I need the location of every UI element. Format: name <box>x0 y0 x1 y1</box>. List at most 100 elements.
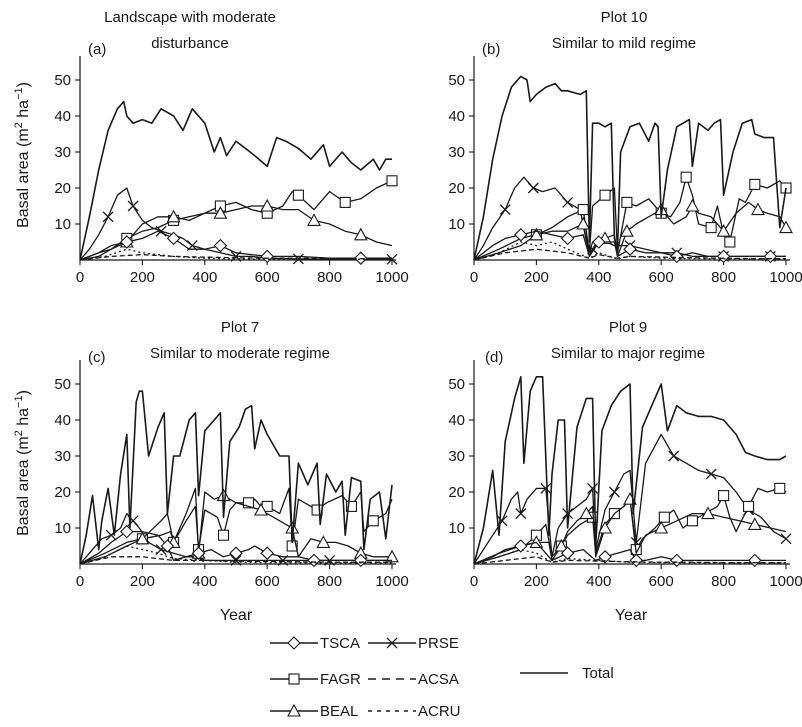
series-prse-marker <box>608 486 621 498</box>
panel-a-title-line2: disturbance <box>151 35 229 52</box>
panel-d-title-line2: Similar to major regime <box>551 345 705 362</box>
legend-label-fagr: FAGR <box>320 671 361 688</box>
y-tick-label: 50 <box>448 72 465 89</box>
y-tick-label: 10 <box>54 216 71 233</box>
series-beal-line <box>79 487 392 565</box>
series-fagr-marker <box>367 515 379 527</box>
x-tick-label: 0 <box>470 573 478 590</box>
y-tick-label: 50 <box>54 376 71 393</box>
x-tick-label: 0 <box>76 573 84 590</box>
legend-item-tsca: TSCA <box>270 635 360 652</box>
series-fagr-marker <box>311 504 323 516</box>
legend-item-prse: PRSE <box>368 635 459 652</box>
y-tick-label: 20 <box>54 180 71 197</box>
panel-c-title-line1: Plot 7 <box>221 319 259 336</box>
x-tick-label: 1000 <box>375 269 408 286</box>
series-fagr-marker <box>339 196 351 208</box>
legend-item-fagr: FAGR <box>270 671 361 688</box>
series-total-line <box>473 375 787 565</box>
x-tick-label: 0 <box>470 269 478 286</box>
series-acsa-line <box>79 556 392 565</box>
x-tick-label: 400 <box>192 573 217 590</box>
series-total-line <box>79 100 392 261</box>
series-fagr-marker <box>577 204 589 216</box>
x-tick-label: 200 <box>524 269 549 286</box>
x-tick-label: 0 <box>76 269 84 286</box>
panel-b-letter: (b) <box>482 41 500 58</box>
series-tsca-marker <box>213 239 227 253</box>
x-tick-label: 200 <box>130 269 155 286</box>
x-tick-label: 1000 <box>375 573 408 590</box>
x-tick-label: 800 <box>317 573 342 590</box>
x-tick-label: 1000 <box>769 573 802 590</box>
x-tick-label: 600 <box>255 573 280 590</box>
x-tick-label: 400 <box>586 269 611 286</box>
y-tick-label: 30 <box>54 448 71 465</box>
legend-label-tsca: TSCA <box>320 635 360 652</box>
legend-label-total: Total <box>582 665 614 682</box>
y-tick-label: 20 <box>448 180 465 197</box>
legend-label-acsa: ACSA <box>418 671 459 688</box>
y-tick-label: 10 <box>448 520 465 537</box>
panel-c-title-line2: Similar to moderate regime <box>150 345 330 362</box>
series-beal-marker <box>751 203 765 216</box>
series-prse-marker <box>668 450 680 462</box>
y-tick-label: 30 <box>448 448 465 465</box>
x-tick-label: 800 <box>317 269 342 286</box>
series-tsca-marker <box>561 231 575 245</box>
series-fagr-marker <box>386 175 398 187</box>
series-fagr-marker <box>743 500 755 512</box>
series-prse-marker <box>705 468 717 480</box>
series-fagr-marker <box>749 178 761 190</box>
x-tick-label: 200 <box>130 573 155 590</box>
series-prse-marker <box>527 182 539 194</box>
series-fagr-marker <box>599 189 611 201</box>
series-prse-line <box>79 512 392 565</box>
y-axis-label-bottom: Basal area (m2 ha−1) <box>13 390 32 536</box>
panel-a-title-line1: Landscape with moderate <box>104 9 276 26</box>
y-tick-label: 40 <box>54 412 71 429</box>
series-prse-marker <box>127 200 139 212</box>
series-tsca-marker <box>307 553 321 567</box>
y-axis-label-top: Basal area (m2 ha−1) <box>13 82 32 228</box>
y-tick-label: 40 <box>448 108 465 125</box>
series-fagr-marker <box>621 196 633 208</box>
series-tsca-line <box>79 530 392 565</box>
x-tick-label: 400 <box>586 573 611 590</box>
y-tick-label: 10 <box>54 520 71 537</box>
series-fagr-marker <box>718 490 730 502</box>
y-tick-label: 30 <box>448 144 465 161</box>
panel-d-letter: (d) <box>485 349 503 366</box>
series-fagr-marker <box>774 482 786 494</box>
y-tick-label: 40 <box>54 108 71 125</box>
series-fagr-marker <box>724 236 736 248</box>
y-tick-label: 20 <box>448 484 465 501</box>
legend-item-acru: ACRU <box>368 703 461 720</box>
series-prse-marker <box>499 203 511 216</box>
series-tsca-marker <box>229 546 243 560</box>
series-beal-marker <box>576 217 590 230</box>
series-fagr-line <box>79 180 393 261</box>
series-acsa-line <box>79 253 392 261</box>
x-tick-label: 600 <box>649 269 674 286</box>
panel-a-letter: (a) <box>88 41 106 58</box>
series-beal-line <box>79 205 393 261</box>
series-fagr-marker <box>658 511 670 523</box>
x-tick-label: 800 <box>711 573 736 590</box>
series-fagr-marker <box>680 171 692 183</box>
series-prse-marker <box>780 533 792 545</box>
series-tsca-marker <box>120 525 134 539</box>
panel-d: Plot 9 Similar to major regime (d) 0 200 4… <box>448 319 802 590</box>
series-acru-line <box>473 241 786 261</box>
panel-a: Landscape with moderate disturbance (a) … <box>54 9 408 286</box>
series-beal-line <box>473 201 787 261</box>
y-tick-label: 30 <box>54 144 71 161</box>
panel-b: Plot 10 Similar to mild regime (b) 0 200 4… <box>448 9 802 286</box>
legend-item-acsa: ACSA <box>368 671 459 688</box>
series-prse-marker <box>561 196 574 209</box>
x-tick-label: 400 <box>192 269 217 286</box>
panel-c: Plot 7 Similar to moderate regime (c) 0 2… <box>54 319 408 590</box>
legend-item-beal: BEAL <box>270 703 358 720</box>
series-fagr-marker <box>705 222 717 234</box>
